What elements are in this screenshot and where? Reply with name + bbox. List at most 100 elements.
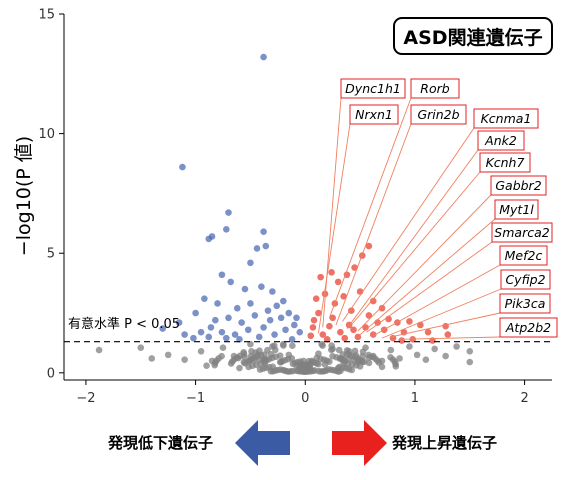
- down-arrow-icon: [235, 420, 290, 466]
- down-point: [238, 319, 245, 326]
- x-tick-label: 2: [520, 391, 528, 406]
- upregulated-points: [307, 242, 452, 344]
- up-point: [340, 292, 347, 300]
- gene-label: Kcnh7: [486, 155, 525, 170]
- nonsignificant-point: [235, 354, 242, 362]
- up-point: [442, 322, 449, 330]
- nonsignificant-point: [328, 342, 335, 349]
- up-point: [398, 337, 406, 344]
- down-point: [201, 295, 208, 302]
- up-point: [321, 290, 329, 298]
- gene-label: Mef2c: [505, 248, 543, 263]
- down-point: [192, 309, 199, 317]
- up-point: [329, 314, 336, 322]
- x-tick-label: 0: [301, 391, 309, 406]
- nonsignificant-point: [164, 351, 172, 359]
- nonsignificant-point: [422, 356, 430, 363]
- nonsignificant-point: [343, 350, 351, 358]
- gene-label: Atp2b2: [505, 320, 551, 335]
- nonsignificant-point: [256, 366, 264, 373]
- gene-leader-line: [346, 149, 479, 329]
- gene-leader-line: [350, 171, 481, 326]
- up-point: [315, 309, 322, 317]
- nonsignificant-point: [431, 345, 438, 353]
- up-point: [369, 331, 377, 338]
- gene-leader-line: [390, 312, 501, 338]
- up-point: [424, 328, 432, 336]
- nonsignificant-point: [245, 363, 252, 371]
- nonsignificant-point: [348, 366, 356, 374]
- gene-leader-line: [328, 97, 412, 318]
- gene-leader-line: [357, 194, 492, 332]
- x-tick-label: −1: [186, 391, 205, 406]
- nonsignificant-point: [413, 351, 421, 359]
- nonsignificant-point: [270, 342, 278, 349]
- nonsignificant-point: [245, 357, 253, 365]
- chart-title: ASD関連遺伝子: [393, 17, 553, 55]
- down-point: [260, 324, 267, 331]
- down-point: [264, 307, 272, 314]
- nonsignificant-point: [396, 355, 403, 362]
- gene-leader-line: [335, 123, 412, 326]
- nonsignificant-point: [466, 347, 474, 355]
- up-point: [365, 312, 373, 319]
- down-point: [159, 325, 166, 332]
- gene-label: Gabbr2: [495, 178, 541, 193]
- nonsignificant-point: [289, 342, 296, 350]
- down-point: [277, 314, 285, 322]
- down-point: [241, 285, 249, 293]
- up-point: [323, 336, 331, 343]
- down-point: [175, 319, 183, 326]
- up-point: [369, 297, 377, 305]
- down-point: [247, 300, 254, 307]
- down-point: [288, 336, 296, 343]
- gene-leader-line: [373, 264, 501, 337]
- down-point: [207, 324, 215, 331]
- down-point: [296, 328, 304, 336]
- gene-label: Nrxn1: [355, 107, 393, 122]
- nonsignificant-point: [257, 351, 265, 359]
- up-point: [307, 332, 315, 340]
- down-point: [197, 328, 205, 336]
- nonsignificant-point: [300, 357, 307, 365]
- gene-leader-line: [322, 97, 342, 328]
- down-point: [290, 321, 298, 329]
- nonsignificant-point: [453, 343, 460, 350]
- x-tick-label: 1: [411, 391, 419, 406]
- up-point: [312, 295, 320, 302]
- up-point: [337, 328, 344, 336]
- nonsignificant-point: [387, 346, 395, 354]
- up-point: [328, 269, 335, 276]
- gene-label-box: [479, 152, 531, 173]
- nonsignificant-point: [365, 359, 373, 367]
- nonsignificant-point: [240, 350, 248, 358]
- nonsignificant-point: [359, 353, 367, 360]
- nonsignificant-point: [307, 360, 314, 368]
- down-point: [236, 336, 243, 343]
- down-point: [244, 326, 252, 334]
- nonsignificant-point: [351, 347, 359, 355]
- nonsignificant-point: [240, 358, 248, 366]
- gene-label-box: [499, 317, 558, 338]
- down-arrow-shape: [235, 420, 290, 466]
- up-point: [444, 331, 452, 338]
- up-point: [378, 304, 386, 312]
- down-point: [179, 163, 186, 171]
- gene-label-box: [410, 78, 460, 99]
- gene-label-box: [477, 130, 525, 151]
- up-point: [350, 326, 357, 334]
- y-tick-label: 5: [47, 247, 55, 262]
- nonsignificant-point: [442, 352, 449, 360]
- y-tick-label: 0: [47, 366, 55, 381]
- up-point: [326, 322, 333, 330]
- gene-label: Myt1l: [499, 202, 534, 217]
- gene-leader-line: [366, 241, 493, 333]
- nonsignificant-point: [264, 346, 271, 354]
- nonsignificant-point: [236, 364, 243, 372]
- axes: [63, 14, 552, 381]
- gene-label: Rorb: [420, 81, 449, 96]
- gene-label-box: [500, 269, 551, 290]
- up-point: [351, 264, 358, 271]
- nonsignificant-point: [296, 364, 303, 371]
